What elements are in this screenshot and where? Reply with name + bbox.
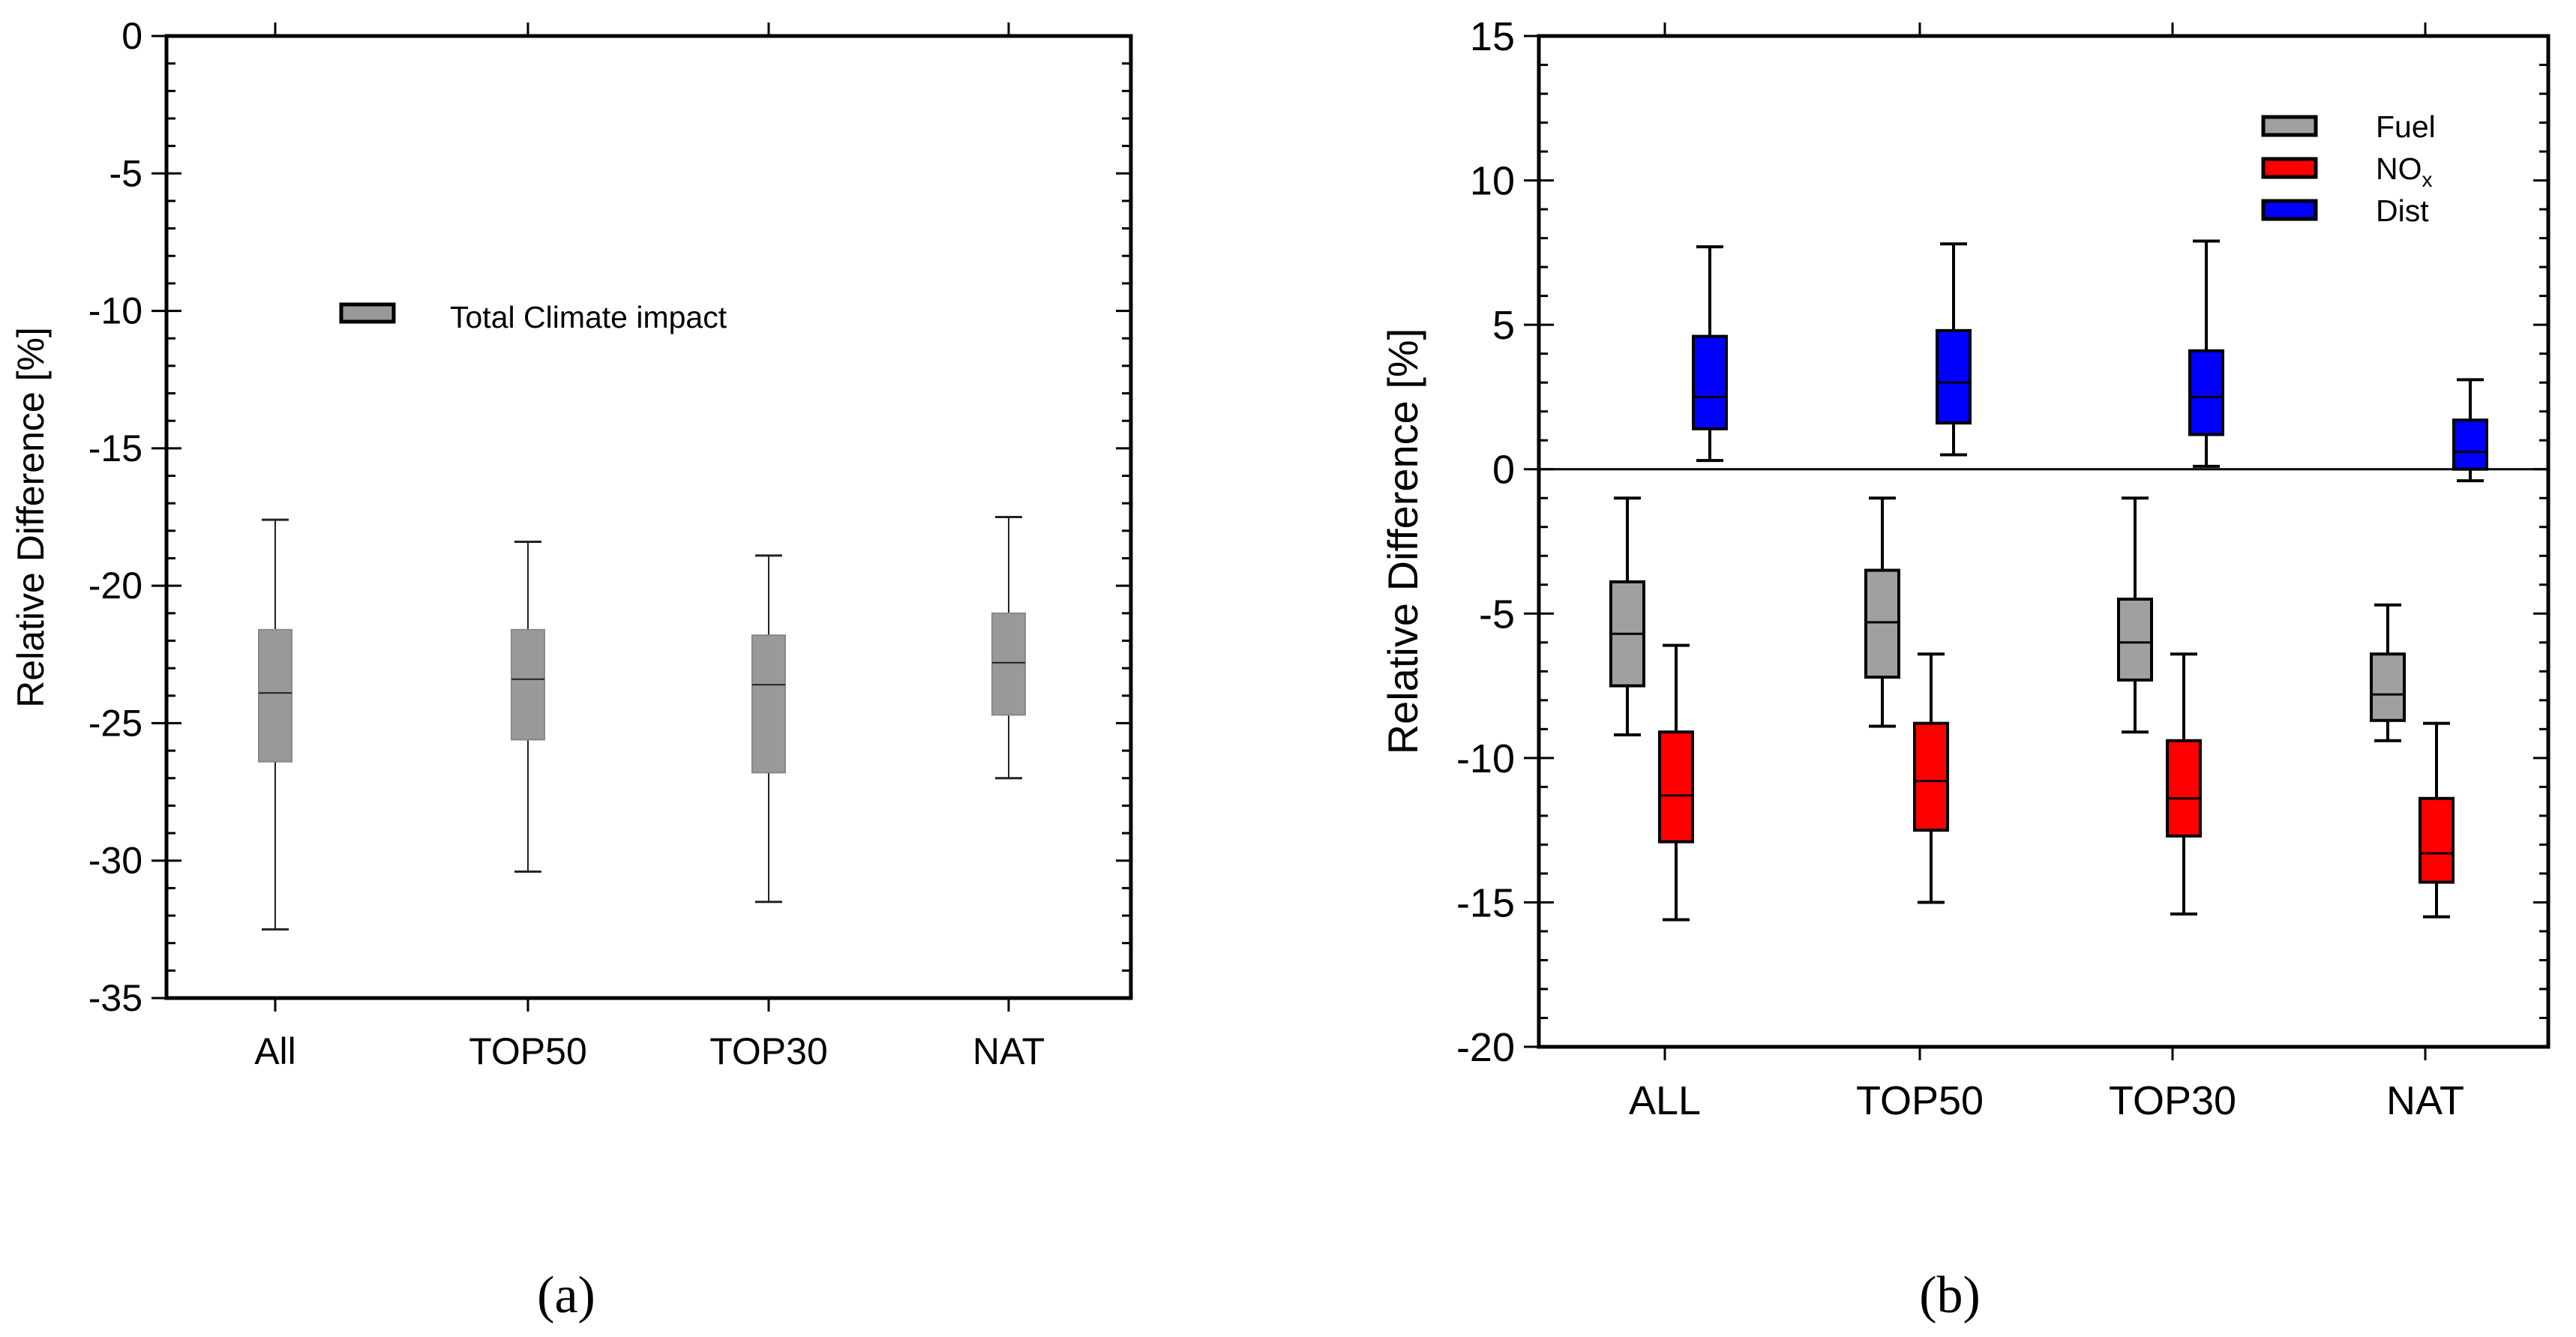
y-tick-label: 15 xyxy=(1470,14,1515,59)
y-tick-label: -30 xyxy=(88,840,142,882)
box xyxy=(2419,796,2455,884)
legend-label-fuel: Fuel xyxy=(2376,109,2436,144)
legend-label-nox: NOx xyxy=(2376,151,2433,191)
box xyxy=(2452,418,2488,471)
legend: Total Climate impact xyxy=(339,300,727,334)
box xyxy=(1913,721,1949,832)
box-plot xyxy=(1913,652,1949,904)
box-series-total-climate-impact xyxy=(258,516,1026,931)
legend-label-nox-subscript: x xyxy=(2422,168,2433,191)
box xyxy=(991,612,1026,716)
x-tick-label: NAT xyxy=(2386,1078,2464,1123)
box-series-dist xyxy=(1692,239,2488,483)
box xyxy=(1936,328,1972,425)
box-series xyxy=(1609,239,2488,922)
box xyxy=(2188,349,2224,436)
panel-label-a: (a) xyxy=(537,1267,595,1324)
box-plot xyxy=(1864,496,1900,728)
plot-area-frame xyxy=(164,34,1133,1000)
y-tick-label: -20 xyxy=(1456,1025,1515,1070)
box-series-fuel xyxy=(1609,496,2406,742)
legend-swatch-fuel xyxy=(2261,115,2318,137)
x-tick-label: All xyxy=(254,1030,296,1072)
box-plot xyxy=(258,518,292,931)
y-tick-label: 10 xyxy=(1470,159,1515,204)
legend-swatch-nox xyxy=(2261,157,2318,179)
box xyxy=(2370,652,2406,722)
y-tick-label: -10 xyxy=(88,290,142,332)
y-tick-label: -35 xyxy=(88,977,142,1019)
box xyxy=(1864,568,1900,679)
y-axis-label: Relative Difference [%] xyxy=(10,327,52,708)
y-axis: 0 -5 -10 -15 -20 -25 -30 -35 xyxy=(88,15,1131,1019)
box-plot xyxy=(511,540,545,873)
minor-ticks xyxy=(166,62,1131,972)
x-axis: ALL TOP50 TOP30 NAT xyxy=(1629,22,2464,1123)
box-plot xyxy=(751,554,786,904)
y-tick-label: 0 xyxy=(121,15,142,57)
y-axis-label: Relative Difference [%] xyxy=(1379,328,1426,755)
box-plot xyxy=(1936,242,1972,457)
legend-label-nox-text: NO xyxy=(2376,151,2422,186)
x-tick-label: NAT xyxy=(973,1030,1045,1072)
x-axis: All TOP50 TOP30 NAT xyxy=(254,22,1045,1072)
box-plot xyxy=(2166,652,2202,916)
y-tick-label: -15 xyxy=(1456,880,1515,925)
x-tick-label: TOP50 xyxy=(469,1030,587,1072)
box-plot xyxy=(1658,643,1694,922)
box-plot xyxy=(2370,603,2406,742)
box-plot xyxy=(1692,245,1728,463)
box xyxy=(1658,730,1694,844)
x-tick-label: TOP30 xyxy=(2109,1078,2236,1123)
legend-swatch-dist xyxy=(2261,199,2318,221)
y-tick-label: -15 xyxy=(88,427,142,469)
box-plot xyxy=(1609,496,1645,737)
y-tick-label: -25 xyxy=(88,702,142,744)
x-tick-label: TOP30 xyxy=(709,1030,828,1072)
y-axis: 15 10 5 0 -5 -10 -15 -20 xyxy=(1456,14,2548,1070)
box xyxy=(258,628,292,763)
x-tick-label: ALL xyxy=(1629,1078,1701,1123)
legend-swatch-total-climate-impact xyxy=(339,302,396,324)
y-tick-label: -10 xyxy=(1456,736,1515,781)
box-plot xyxy=(2117,496,2153,734)
box xyxy=(751,634,786,774)
panel-label-b: (b) xyxy=(1919,1267,1981,1324)
box-series-no xyxy=(1658,643,2455,922)
y-tick-label: 5 xyxy=(1492,303,1515,348)
chart-panel-a: 0 -5 -10 -15 -20 -25 -30 -35 All TOP50 TOP30 NAT R… xyxy=(10,15,1133,1324)
box xyxy=(1692,334,1728,430)
box-plot xyxy=(991,516,1026,780)
y-tick-label: 0 xyxy=(1492,448,1515,493)
box xyxy=(2117,598,2153,682)
box xyxy=(2166,739,2202,838)
y-tick-label: -5 xyxy=(109,152,142,194)
box-plot xyxy=(2188,239,2224,468)
legend: Fuel NOx Dist xyxy=(2261,109,2436,228)
legend-label-dist: Dist xyxy=(2376,193,2429,228)
y-tick-label: -5 xyxy=(1479,592,1515,637)
box-plot xyxy=(2452,378,2488,483)
x-tick-label: TOP50 xyxy=(1856,1078,1984,1123)
minor-ticks xyxy=(1539,64,2548,1019)
chart-panel-b: 15 10 5 0 -5 -10 -15 -20 ALL TOP50 TOP30 NAT Relat… xyxy=(1379,14,2551,1324)
box xyxy=(511,628,545,741)
legend-label-total-climate-impact: Total Climate impact xyxy=(450,300,727,334)
y-tick-label: -20 xyxy=(88,565,142,607)
box-plot xyxy=(2419,721,2455,919)
plot-area-frame xyxy=(1537,34,2551,1049)
